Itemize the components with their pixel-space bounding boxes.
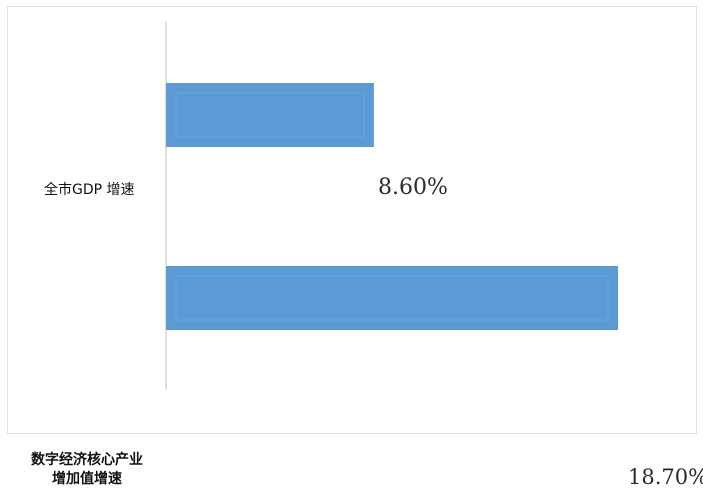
chart-frame: [7, 6, 697, 434]
data-label-gdp-growth: 8.60%: [378, 175, 448, 200]
bar-inner-outline-1: [175, 92, 365, 138]
category-label-digital-economy-line-2: 增加值增速: [52, 470, 122, 487]
category-label-gdp-growth: 全市GDP 增速: [44, 182, 135, 198]
bar-inner-outline-2: [175, 275, 609, 321]
bar-2: [166, 266, 618, 330]
category-label-digital-economy-growth: 数字经济核心产业 增加值增速: [12, 451, 162, 489]
data-label-digital-economy-growth: 18.70%: [628, 465, 703, 489]
bar-1: [166, 83, 374, 147]
category-label-digital-economy-line-1: 数字经济核心产业: [31, 452, 143, 468]
